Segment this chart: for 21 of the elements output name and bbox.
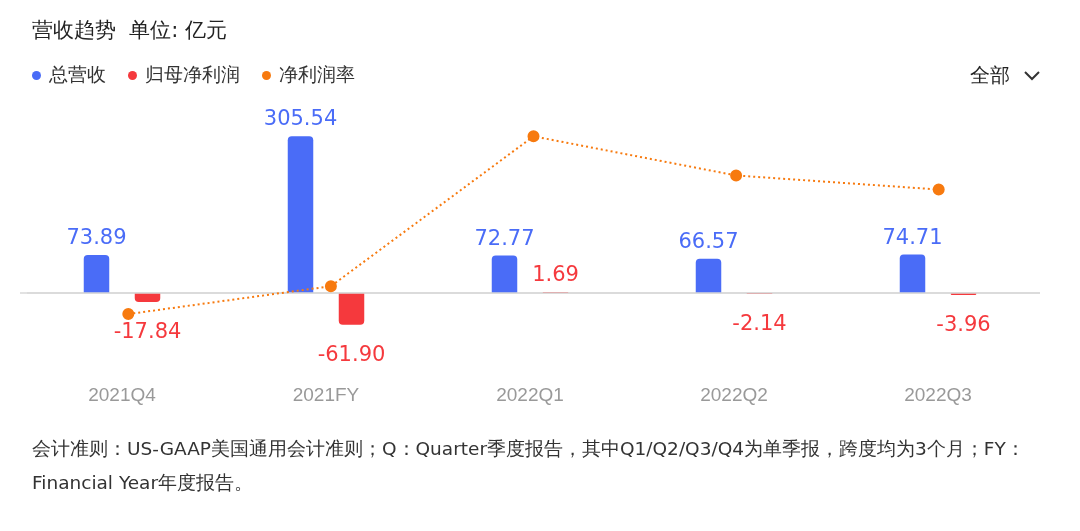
data-label: 72.77: [474, 225, 535, 250]
data-label: -2.14: [732, 310, 787, 335]
data-label: 305.54: [263, 106, 338, 131]
chart-title: 营收趋势 单位: 亿元: [32, 17, 228, 44]
x-tick-label: 2022Q1: [496, 383, 564, 405]
x-tick-label: 2021FY: [292, 383, 360, 405]
data-label: 73.89: [66, 225, 127, 249]
text: 会计准则：US-GAAP美国通用会计准则；Q：Quarter季度报告，其中Q1/Q2/Q3/Q4为单季报，跨度均为3个月；FY：Financial Year年度报告。: [32, 437, 1026, 495]
data-label: 74.71: [882, 224, 943, 249]
data-label: -17.84: [113, 319, 182, 344]
legend-label: 归母净利润: [145, 62, 240, 87]
data-label: -3.96: [936, 311, 991, 336]
data-label: 66.57: [678, 228, 739, 253]
x-tick-label: 2021Q4: [88, 383, 157, 405]
x-tick-label: 2022Q3: [904, 383, 972, 405]
x-tick-label: 2022Q2: [700, 383, 768, 405]
data-label: -61.90: [317, 341, 386, 366]
legend-label: 总营收: [49, 62, 106, 87]
text: 全部: [970, 62, 1010, 89]
legend-label: 净利润率: [279, 62, 355, 87]
data-label: 1.69: [532, 262, 579, 286]
